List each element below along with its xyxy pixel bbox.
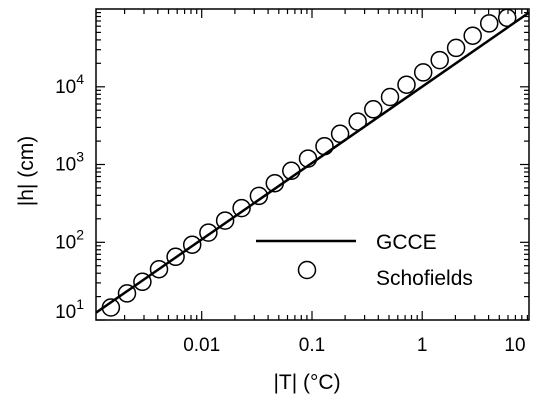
data-point (348, 112, 367, 131)
x-tick-label: 1 (417, 335, 428, 356)
legend: GCCE Schofields (256, 231, 473, 290)
axes: 0.01 0.1 1 10 101 102 103 104 (55, 8, 530, 356)
data-layer (95, 8, 530, 317)
data-point (380, 87, 400, 107)
data-point (479, 14, 499, 33)
data-point (282, 161, 301, 181)
x-tick-label: 0.01 (183, 335, 220, 356)
data-point (182, 235, 202, 254)
data-point (397, 75, 416, 94)
data-point (364, 100, 383, 119)
data-point (430, 50, 449, 70)
data-point (249, 186, 269, 206)
data-point (315, 136, 334, 156)
data-point (298, 149, 318, 168)
legend-marker-swatch (297, 260, 317, 280)
y-tick-label: 103 (55, 149, 84, 176)
x-tick-label: 0.1 (299, 335, 325, 356)
legend-label-marker: Schofields (376, 267, 473, 290)
x-tick-label: 10 (504, 335, 525, 356)
data-point (215, 211, 235, 230)
data-point (149, 259, 169, 279)
series-line-0 (95, 11, 530, 314)
data-point (330, 124, 350, 144)
y-tick-label: 104 (55, 71, 84, 98)
data-point (446, 38, 466, 58)
data-point (166, 247, 185, 267)
y-tick-label: 102 (55, 226, 84, 253)
data-point (265, 173, 285, 193)
y-axis-title: |h| (cm) (15, 136, 38, 206)
data-point (133, 272, 152, 292)
x-axis-title: |T| (°C) (273, 371, 340, 394)
data-point (101, 298, 121, 317)
data-point (413, 63, 433, 82)
data-point (463, 26, 482, 45)
y-tick-label: 101 (55, 296, 84, 323)
data-point (199, 223, 218, 242)
data-point (232, 198, 251, 218)
legend-label-line: GCCE (376, 231, 437, 254)
data-point (117, 284, 137, 303)
